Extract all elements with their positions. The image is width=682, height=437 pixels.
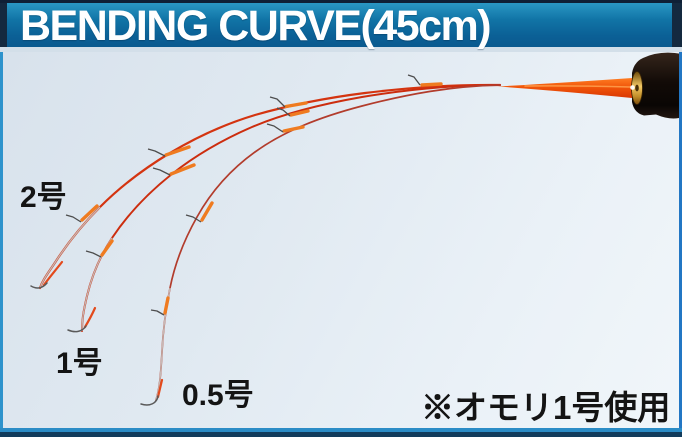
tip-top-guide-icon xyxy=(67,325,87,333)
curve-tip-section xyxy=(81,237,113,332)
title-bar-left-cap xyxy=(0,3,7,47)
diagram-area: 2号 1号 0.5号 ※オモリ1号使用 xyxy=(0,52,682,437)
title-bar-underline xyxy=(0,47,682,52)
tip-top-guide-icon xyxy=(140,395,159,406)
tip-accent xyxy=(83,306,97,329)
rod-grip xyxy=(632,52,682,119)
label-2go: 2号 xyxy=(20,181,67,214)
line-guide-icon xyxy=(407,74,421,86)
line-guide-icon xyxy=(85,250,102,258)
rod-butt xyxy=(498,78,632,98)
label-1go: 1号 xyxy=(56,347,103,380)
guide-wrap xyxy=(169,163,196,176)
line-guide-icon xyxy=(65,214,82,223)
title-bar xyxy=(0,3,682,47)
line-guide-icon xyxy=(185,214,202,223)
curve-2go xyxy=(30,74,502,290)
curve-line xyxy=(38,83,502,290)
panel-title: BENDING CURVE(45cm) xyxy=(20,2,492,50)
light-flare-icon xyxy=(630,85,635,90)
rod-butt-highlight xyxy=(524,85,631,88)
guide-wrap xyxy=(163,296,170,315)
curve-line xyxy=(81,84,501,332)
guide-wrap xyxy=(289,109,310,117)
right-border xyxy=(679,52,682,428)
curve-tip-section xyxy=(39,206,101,289)
guide-wrap xyxy=(420,82,443,87)
line-guide-icon xyxy=(152,167,171,176)
guide-wrap xyxy=(284,101,308,109)
top-border-line xyxy=(0,0,682,3)
line-guide-icon xyxy=(150,309,165,316)
guide-wrap xyxy=(100,239,114,257)
tip-top-guide-icon xyxy=(30,282,48,289)
curve-05go xyxy=(140,84,501,406)
tip-accent xyxy=(156,378,164,399)
label-05go: 0.5号 xyxy=(182,379,254,412)
note-weight-used: ※オモリ1号使用 xyxy=(421,389,671,426)
line-guide-icon xyxy=(266,123,284,133)
guide-wrap xyxy=(282,125,305,133)
guide-wrap xyxy=(80,204,99,222)
guide-wrap xyxy=(200,201,214,222)
line-guide-icon xyxy=(269,96,286,108)
bottom-border-dark xyxy=(0,432,682,437)
tip-accent xyxy=(42,260,64,287)
bottom-border-blue xyxy=(0,428,682,432)
title-bar-right-cap xyxy=(672,3,682,47)
butt-cap-center xyxy=(635,84,639,92)
curve-1go xyxy=(67,84,501,333)
guide-wrap xyxy=(164,145,191,157)
line-guide-icon xyxy=(276,107,291,117)
line-guide-icon xyxy=(147,148,166,157)
left-border xyxy=(0,52,3,428)
